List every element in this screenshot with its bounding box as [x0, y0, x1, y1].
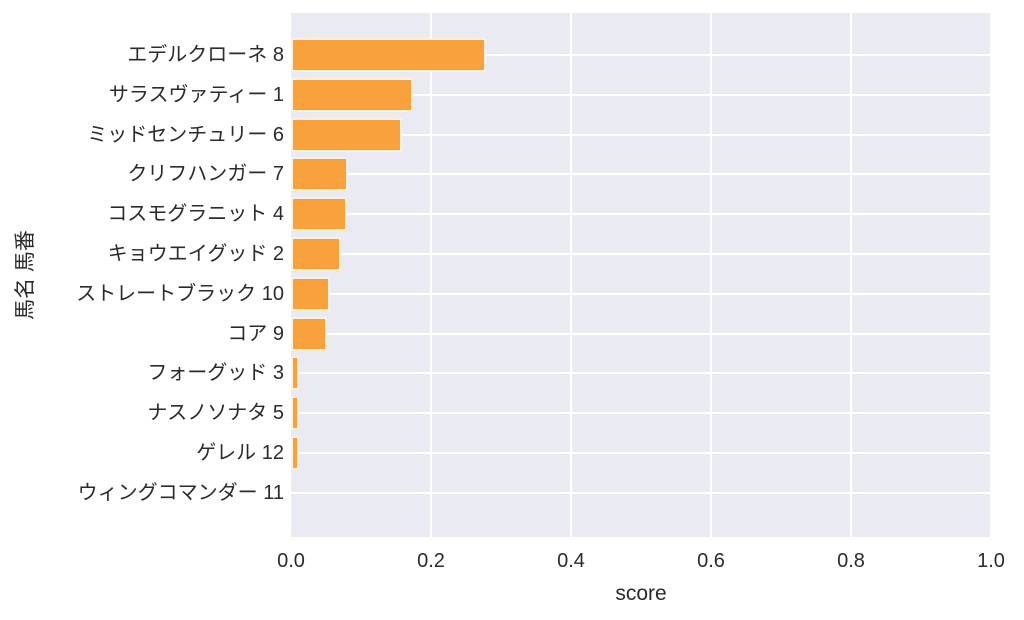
- y-tick-label: フォーグッド 3: [147, 362, 284, 385]
- y-tick-label: キョウエイグッド 2: [107, 243, 284, 265]
- y-tick-label: サラスヴァティー 1: [108, 83, 284, 106]
- x-tick-label: 0.4: [557, 550, 585, 572]
- grid-line-x: [570, 13, 572, 537]
- grid-line-y: [291, 332, 991, 335]
- grid-line-y: [291, 412, 991, 415]
- bar: [291, 436, 299, 470]
- x-tick-label: 0.8: [837, 550, 865, 572]
- x-tick-label: 1.0: [977, 550, 1005, 572]
- grid-line-y: [291, 173, 991, 176]
- x-tick-label: 0.6: [697, 550, 725, 572]
- y-tick-label: クリフハンガー 7: [127, 163, 284, 186]
- y-tick-label: コア 9: [227, 322, 284, 345]
- y-tick-label: エデルクローネ 8: [127, 44, 284, 66]
- grid-line-y: [291, 491, 991, 494]
- grid-line-y: [291, 133, 991, 136]
- y-tick-label: ゲレル 12: [196, 442, 284, 464]
- grid-line-y: [291, 452, 991, 454]
- grid-line-x: [850, 13, 852, 537]
- bar: [291, 77, 413, 112]
- grid-line-x: [430, 13, 432, 537]
- grid-line-y: [291, 213, 991, 216]
- grid-line-y: [291, 292, 991, 295]
- bar: [291, 197, 347, 232]
- bar: [291, 356, 300, 391]
- y-tick-label: ナスノソナタ 5: [147, 402, 284, 425]
- grid-line-x: [990, 13, 992, 537]
- y-tick-label: コスモグラニット 4: [107, 203, 284, 226]
- x-tick-label: 0.0: [277, 550, 305, 572]
- x-tick-label: 0.2: [417, 550, 445, 572]
- grid-line-y: [291, 54, 991, 56]
- y-tick-label: ミッドセンチュリー 6: [87, 123, 284, 146]
- y-tick-label: ウィングコマンダー 11: [77, 481, 284, 504]
- bar: [291, 38, 487, 72]
- bar: [291, 157, 349, 192]
- x-axis-label: score: [615, 582, 667, 605]
- grid-line-x: [710, 13, 712, 537]
- grid-line-y: [291, 93, 991, 96]
- grid-line-y: [291, 372, 991, 375]
- y-tick-label: ストレートブラック 10: [76, 282, 284, 305]
- bar: [291, 396, 299, 431]
- bar: [291, 316, 327, 351]
- grid-line-y: [291, 253, 991, 255]
- plot-area: [291, 13, 992, 537]
- bar: [291, 276, 331, 311]
- bar: [291, 237, 342, 271]
- bar: [291, 117, 402, 152]
